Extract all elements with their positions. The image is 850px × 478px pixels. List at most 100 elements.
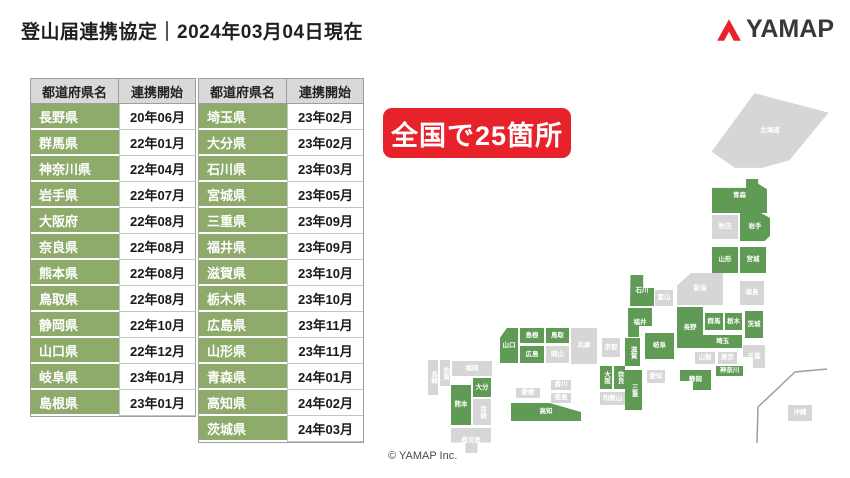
prefecture-name: 広島県 — [199, 312, 287, 338]
map-tile-石川: 石川 — [630, 275, 654, 306]
prefecture-name: 栃木県 — [199, 286, 287, 312]
table-row: 栃木県 23年10月 — [199, 286, 363, 312]
yamap-logo-text: YAMAP — [746, 15, 834, 43]
prefecture-name: 茨城県 — [199, 416, 287, 442]
start-date: 22年01月 — [119, 130, 195, 156]
map-tile-label: 愛媛 — [521, 389, 535, 397]
map-tile-神奈川: 神奈川 — [716, 366, 743, 376]
table-row: 熊本県 22年08月 — [31, 260, 195, 286]
map-tile-label: 神奈川 — [719, 367, 740, 375]
map-tile-label: 山梨 — [698, 354, 712, 362]
start-date: 23年02月 — [287, 104, 363, 130]
copyright-text: © YAMAP Inc. — [388, 450, 458, 462]
map-tile-徳島: 徳島 — [551, 393, 571, 403]
start-date: 24年02月 — [287, 390, 363, 416]
japan-map: 北海道 青森 秋田 岩手 山形 宮城 福島 新潟 富山 石川 福井 岐阜 長野 群馬 栃木 茨城 埼玉 山梨 東京 千… — [400, 60, 850, 470]
prefecture-name: 山口県 — [31, 338, 119, 364]
prefecture-name: 三重県 — [199, 208, 287, 234]
table-row: 静岡県 22年10月 — [31, 312, 195, 338]
prefecture-name: 埼玉県 — [199, 104, 287, 130]
prefecture-name: 長野県 — [31, 104, 119, 130]
start-date: 22年08月 — [119, 260, 195, 286]
map-tile-東京: 東京 — [718, 352, 737, 364]
map-tile-label: 長崎 — [429, 371, 437, 384]
column-header: 都道府県名 — [199, 79, 287, 103]
prefecture-name: 山形県 — [199, 338, 287, 364]
table-row: 山形県 23年11月 — [199, 338, 363, 364]
start-date: 23年10月 — [287, 260, 363, 286]
prefecture-name: 宮城県 — [199, 182, 287, 208]
map-tile-label: 新潟 — [693, 285, 707, 293]
tent-icon — [717, 18, 741, 41]
map-tile-福岡: 福岡 — [452, 361, 492, 376]
map-tile-label: 埼玉 — [716, 337, 729, 345]
prefecture-name: 鳥取県 — [31, 286, 119, 312]
map-tile-北海道: 北海道 — [711, 93, 829, 168]
start-date: 22年04月 — [119, 156, 195, 182]
map-tile-秋田: 秋田 — [712, 215, 738, 239]
partnership-table-right: 都道府県名 連携開始 埼玉県 23年02月 大分県 23年02月 石川県 23年03月 宮城県 2… — [198, 78, 364, 443]
table-row: 長野県 20年06月 — [31, 104, 195, 130]
map-tile-label: 茨城 — [747, 320, 761, 328]
table-row: 鳥取県 22年08月 — [31, 286, 195, 312]
column-header: 都道府県名 — [31, 79, 119, 103]
table-header-row: 都道府県名 連携開始 — [199, 79, 363, 104]
map-tile-label: 鹿児島 — [461, 436, 481, 444]
prefecture-name: 奈良県 — [31, 234, 119, 260]
map-tile-静岡: 静岡 — [680, 370, 711, 390]
map-tile-label: 秋田 — [718, 223, 732, 231]
map-tile-label: 和歌山 — [602, 394, 623, 402]
map-tile-label: 山形 — [718, 256, 732, 264]
prefecture-name: 岩手県 — [31, 182, 119, 208]
map-tile-label: 福井 — [633, 318, 647, 326]
map-tile-宮崎: 宮崎 — [473, 399, 491, 425]
map-tile-香川: 香川 — [551, 380, 571, 390]
map-tile-岩手: 岩手 — [740, 213, 770, 241]
map-tile-label: 石川 — [635, 286, 649, 294]
map-tile-label: 静岡 — [689, 376, 702, 384]
map-tile-label: 佐賀 — [441, 366, 449, 380]
yamap-logo: YAMAP — [715, 15, 834, 44]
map-tile-山形: 山形 — [712, 247, 738, 273]
column-header: 連携開始 — [287, 79, 363, 103]
map-tile-沖縄: 沖縄 — [788, 405, 812, 421]
map-tile-label: 山口 — [502, 341, 516, 349]
map-tile-label: 千葉 — [747, 352, 761, 360]
map-tile-岡山: 岡山 — [546, 346, 569, 363]
prefecture-name: 神奈川県 — [31, 156, 119, 182]
map-tile-滋賀: 滋賀 — [625, 338, 640, 366]
table-row: 島根県 23年01月 — [31, 390, 195, 416]
map-tile-label: 群馬 — [707, 317, 721, 325]
map-tile-熊本: 熊本 — [451, 385, 471, 425]
start-date: 23年01月 — [119, 390, 195, 416]
map-tile-新潟: 新潟 — [677, 273, 723, 305]
start-date: 22年10月 — [119, 312, 195, 338]
table-row: 滋賀県 23年10月 — [199, 260, 363, 286]
page-title: 登山届連携協定｜2024年03月04日現在 — [21, 22, 364, 43]
table-row: 山口県 22年12月 — [31, 338, 195, 364]
map-tile-label: 島根 — [525, 331, 539, 339]
start-date: 23年11月 — [287, 312, 363, 338]
map-tile-島根: 島根 — [520, 328, 544, 343]
map-tile-高知: 高知 — [511, 403, 581, 421]
table-row: 埼玉県 23年02月 — [199, 104, 363, 130]
map-tile-label: 東京 — [721, 354, 734, 362]
map-tile-岐阜: 岐阜 — [645, 333, 674, 359]
start-date: 24年01月 — [287, 364, 363, 390]
total-count-badge: 全国で25箇所 — [383, 108, 571, 158]
map-tile-兵庫: 兵庫 — [571, 328, 597, 364]
table-row: 宮城県 23年05月 — [199, 182, 363, 208]
start-date: 23年10月 — [287, 286, 363, 312]
prefecture-name: 大阪府 — [31, 208, 119, 234]
map-tile-label: 広島 — [525, 350, 539, 358]
prefecture-name: 群馬県 — [31, 130, 119, 156]
map-tile-label: 三重 — [630, 383, 638, 397]
map-tile-label: 京都 — [604, 343, 618, 351]
table-row: 岐阜県 23年01月 — [31, 364, 195, 390]
map-tile-鳥取: 鳥取 — [546, 328, 569, 343]
table-row: 群馬県 22年01月 — [31, 130, 195, 156]
start-date: 23年02月 — [287, 130, 363, 156]
start-date: 22年08月 — [119, 286, 195, 312]
map-tile-label: 富山 — [657, 294, 671, 302]
